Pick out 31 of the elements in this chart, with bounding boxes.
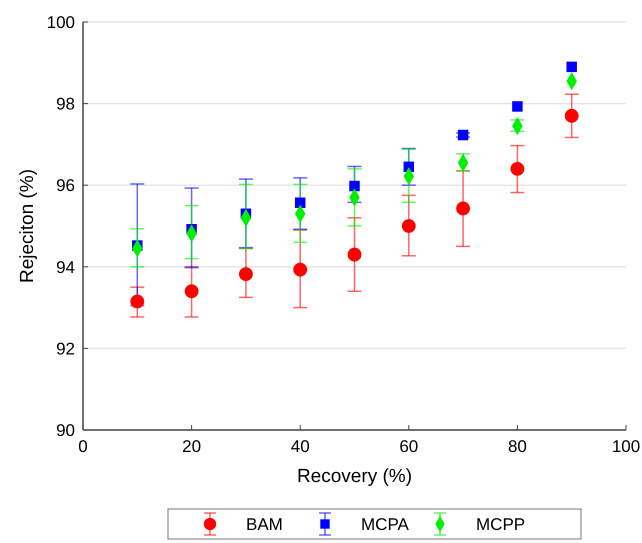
x-axis-title: Recovery (%) <box>296 466 412 487</box>
legend-label: MCPP <box>476 515 526 534</box>
y-tick-label: 90 <box>56 421 75 440</box>
point <box>566 62 577 72</box>
point <box>130 294 144 308</box>
y-tick-label: 94 <box>56 258 75 277</box>
x-tick-label: 60 <box>399 437 418 456</box>
legend-label: BAM <box>246 515 283 534</box>
point <box>293 262 308 277</box>
x-tick-label: 100 <box>612 437 640 456</box>
point <box>458 130 468 140</box>
x-tick-label: 40 <box>290 437 310 456</box>
point <box>184 284 199 298</box>
point <box>348 248 362 262</box>
x-tick-label: 20 <box>182 437 202 456</box>
y-axis-title: Rejeciton (%) <box>17 168 38 284</box>
legend-label: MCPA <box>361 515 410 534</box>
y-tick-label: 92 <box>56 339 75 358</box>
point <box>510 162 524 176</box>
y-tick-label: 98 <box>56 94 75 114</box>
x-tick-label: 0 <box>78 437 88 456</box>
point <box>402 219 416 233</box>
point <box>512 101 523 112</box>
x-tick-label: 80 <box>508 437 527 456</box>
point <box>349 180 360 192</box>
point <box>238 267 253 282</box>
y-tick-label: 100 <box>46 13 75 32</box>
point <box>456 202 470 216</box>
y-tick-label: 96 <box>56 176 75 196</box>
point <box>294 198 306 208</box>
point <box>564 108 579 123</box>
